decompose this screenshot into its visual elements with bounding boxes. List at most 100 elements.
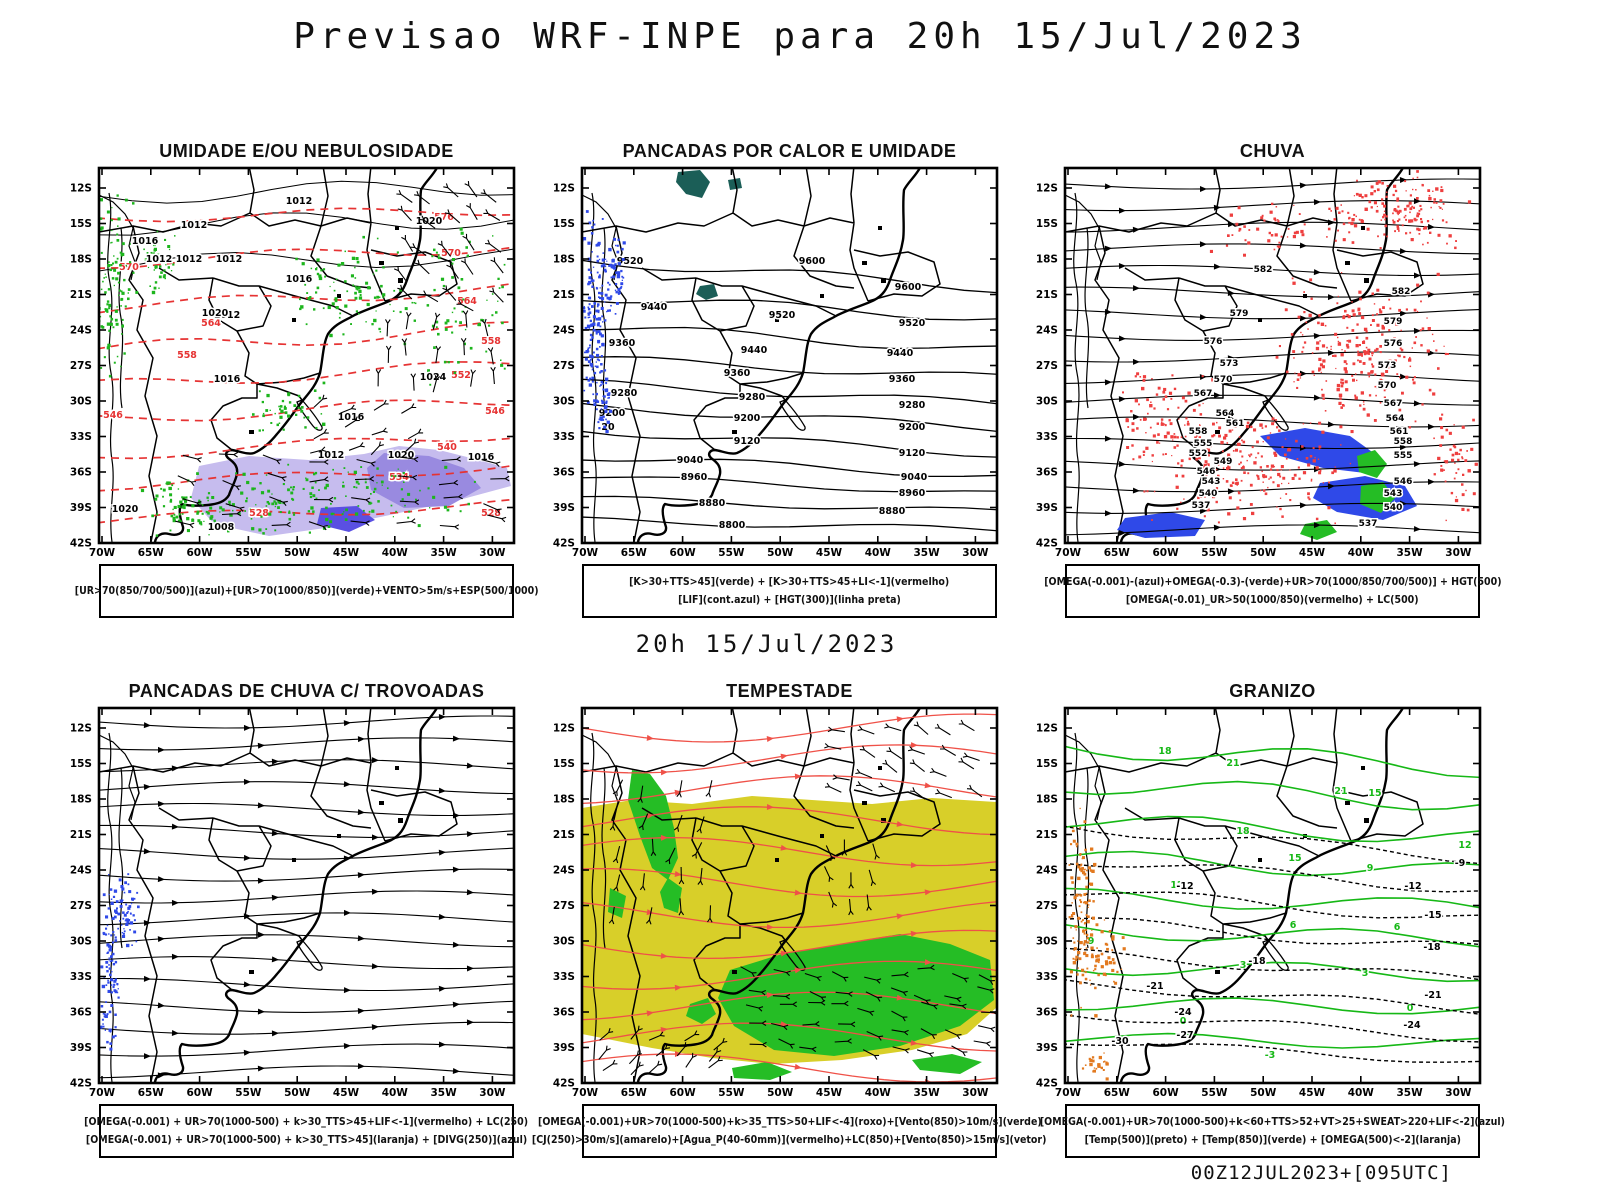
legend-line: [K>30+TTS>45](verde) + [K>30+TTS>45+LI<-…: [629, 575, 950, 589]
svg-text:30S: 30S: [553, 396, 575, 408]
svg-text:1012: 1012: [286, 196, 312, 207]
svg-text:579: 579: [1384, 317, 1403, 327]
panel-title: PANCADAS DE CHUVA C/ TROVOADAS: [128, 681, 485, 701]
svg-text:33S: 33S: [1036, 431, 1058, 443]
svg-text:24S: 24S: [70, 325, 92, 337]
svg-text:35W: 35W: [430, 547, 457, 559]
svg-text:39S: 39S: [70, 502, 92, 514]
panel-title: TEMPESTADE: [726, 681, 853, 701]
svg-text:537: 537: [1192, 501, 1211, 511]
svg-text:567: 567: [1194, 389, 1213, 399]
svg-text:35W: 35W: [1396, 547, 1423, 559]
svg-text:552: 552: [1189, 449, 1208, 459]
svg-text:65W: 65W: [138, 1087, 165, 1099]
svg-text:60W: 60W: [1152, 1087, 1179, 1099]
svg-text:-27: -27: [1176, 1030, 1193, 1041]
svg-text:30W: 30W: [1445, 1087, 1472, 1099]
svg-text:558: 558: [1394, 437, 1413, 447]
svg-text:1016: 1016: [338, 412, 365, 423]
svg-text:558: 558: [1189, 427, 1208, 437]
valid-time-label: 20h 15/Jul/2023: [635, 630, 898, 658]
svg-text:65W: 65W: [621, 1087, 648, 1099]
svg-text:15: 15: [1288, 853, 1301, 864]
svg-text:45W: 45W: [333, 1087, 360, 1099]
svg-text:27S: 27S: [1036, 900, 1058, 912]
svg-text:6: 6: [1290, 920, 1297, 931]
svg-text:30S: 30S: [1036, 936, 1058, 948]
svg-text:9040: 9040: [677, 455, 704, 466]
svg-text:-3: -3: [1265, 1050, 1276, 1061]
svg-text:12S: 12S: [553, 723, 575, 735]
svg-text:27S: 27S: [553, 900, 575, 912]
svg-text:45W: 45W: [816, 547, 843, 559]
svg-text:576: 576: [1204, 337, 1223, 347]
svg-text:33S: 33S: [553, 971, 575, 983]
svg-text:60W: 60W: [186, 1087, 213, 1099]
svg-text:9280: 9280: [739, 392, 766, 403]
legend-line: [OMEGA(-0.01)_UR>50(1000/850)(vermelho) …: [1126, 593, 1419, 606]
svg-text:36S: 36S: [1036, 1007, 1058, 1019]
svg-text:30S: 30S: [553, 936, 575, 948]
svg-text:50W: 50W: [284, 547, 311, 559]
svg-text:549: 549: [1214, 457, 1233, 467]
svg-text:21S: 21S: [553, 289, 575, 301]
svg-text:15S: 15S: [70, 218, 92, 230]
svg-text:1012: 1012: [176, 254, 202, 265]
svg-text:50W: 50W: [1250, 1087, 1277, 1099]
svg-text:546: 546: [485, 406, 505, 417]
svg-text:30W: 30W: [479, 1087, 506, 1099]
svg-text:-30: -30: [1111, 1036, 1129, 1047]
svg-text:1012: 1012: [318, 450, 344, 461]
svg-text:27S: 27S: [70, 900, 92, 912]
panel-title: PANCADAS POR CALOR E UMIDADE: [622, 141, 957, 161]
svg-text:27S: 27S: [1036, 360, 1058, 372]
svg-text:30W: 30W: [962, 1087, 989, 1099]
svg-text:21: 21: [1226, 758, 1239, 769]
svg-text:21S: 21S: [553, 829, 575, 841]
svg-text:9120: 9120: [899, 448, 926, 459]
svg-text:50W: 50W: [1250, 547, 1277, 559]
svg-text:39S: 39S: [1036, 1042, 1058, 1054]
run-info-label: 00Z12JUL2023+[095UTC]: [1190, 1162, 1452, 1184]
svg-text:24S: 24S: [70, 865, 92, 877]
svg-text:579: 579: [1230, 309, 1249, 319]
svg-text:50W: 50W: [767, 547, 794, 559]
legend-line: [OMEGA(-0.001) + UR>70(1000-500) + k>30_…: [85, 1133, 528, 1146]
panel-title: CHUVA: [1239, 141, 1306, 161]
svg-text:33S: 33S: [70, 431, 92, 443]
svg-text:55W: 55W: [1201, 547, 1228, 559]
svg-text:36S: 36S: [70, 1007, 92, 1019]
svg-text:60W: 60W: [669, 547, 696, 559]
svg-text:1012: 1012: [181, 220, 207, 231]
svg-text:40W: 40W: [865, 1087, 892, 1099]
svg-text:582: 582: [1392, 287, 1411, 297]
svg-text:573: 573: [1220, 359, 1239, 369]
svg-text:30W: 30W: [962, 547, 989, 559]
svg-text:36S: 36S: [553, 1007, 575, 1019]
svg-text:55W: 55W: [718, 1087, 745, 1099]
svg-text:558: 558: [177, 350, 197, 361]
svg-text:18S: 18S: [70, 794, 92, 806]
page-title: Previsao WRF-INPE para 20h 15/Jul/2023: [293, 16, 1307, 57]
svg-text:33S: 33S: [70, 971, 92, 983]
svg-text:65W: 65W: [1104, 547, 1131, 559]
svg-text:18: 18: [1236, 826, 1250, 837]
svg-text:540: 540: [1199, 489, 1218, 499]
svg-text:9040: 9040: [901, 472, 928, 483]
svg-text:8960: 8960: [681, 472, 708, 483]
legend-line: [OMEGA(-0.001) + UR>70(1000-500) + k>30_…: [84, 1115, 529, 1129]
svg-text:30S: 30S: [1036, 396, 1058, 408]
svg-text:1008: 1008: [208, 522, 235, 533]
svg-text:546: 546: [1394, 477, 1413, 487]
svg-text:65W: 65W: [138, 547, 165, 559]
svg-text:65W: 65W: [621, 547, 648, 559]
svg-text:540: 540: [1384, 503, 1403, 513]
svg-text:9280: 9280: [899, 400, 926, 411]
svg-text:45W: 45W: [1299, 547, 1326, 559]
svg-text:42S: 42S: [70, 538, 92, 550]
svg-text:9360: 9360: [724, 368, 751, 379]
svg-text:21S: 21S: [1036, 829, 1058, 841]
svg-text:9: 9: [1088, 936, 1095, 947]
legend-box: [OMEGA(-0.001)+UR>70(1000-500)+k>35_TTS>…: [532, 1104, 1047, 1158]
svg-text:39S: 39S: [553, 502, 575, 514]
